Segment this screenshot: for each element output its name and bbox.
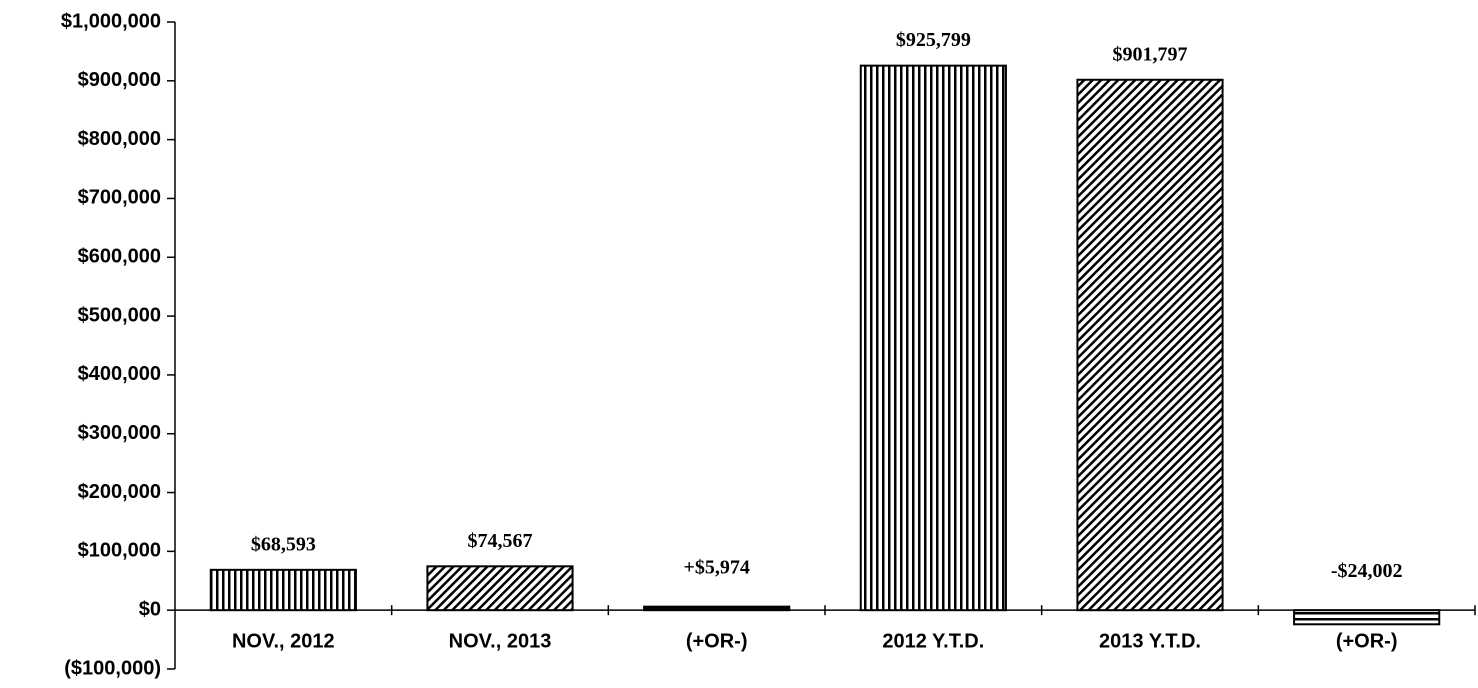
bar <box>209 568 357 612</box>
y-tick-label: ($100,000) <box>64 657 161 679</box>
y-tick-label: $500,000 <box>78 304 161 326</box>
x-tick-label: (+OR-) <box>1336 630 1398 652</box>
y-tick-label: $600,000 <box>78 246 161 268</box>
y-tick-label: $700,000 <box>78 187 161 209</box>
x-tick-label: NOV., 2013 <box>449 630 552 652</box>
y-tick-label: $100,000 <box>78 540 161 562</box>
bar <box>643 605 791 612</box>
bar <box>859 64 1007 612</box>
value-label: $925,799 <box>896 29 971 51</box>
x-tick-label: (+OR-) <box>686 630 748 652</box>
bar <box>1076 78 1224 612</box>
y-tick-label: $0 <box>139 598 161 620</box>
y-tick-label: $200,000 <box>78 481 161 503</box>
value-label: $901,797 <box>1113 43 1188 65</box>
bar <box>426 565 574 612</box>
bar <box>1293 609 1441 626</box>
y-tick-label: $900,000 <box>78 69 161 91</box>
y-tick-label: $1,000,000 <box>61 10 161 32</box>
value-label: $68,593 <box>251 533 316 555</box>
x-tick-label: 2012 Y.T.D. <box>882 630 984 652</box>
value-label: +$5,974 <box>683 556 749 578</box>
value-label: -$24,002 <box>1331 560 1403 582</box>
y-tick-label: $300,000 <box>78 422 161 444</box>
x-tick-label: NOV., 2012 <box>232 630 335 652</box>
value-label: $74,567 <box>468 530 533 552</box>
y-tick-label: $800,000 <box>78 128 161 150</box>
y-tick-label: $400,000 <box>78 363 161 385</box>
x-tick-label: 2013 Y.T.D. <box>1099 630 1201 652</box>
